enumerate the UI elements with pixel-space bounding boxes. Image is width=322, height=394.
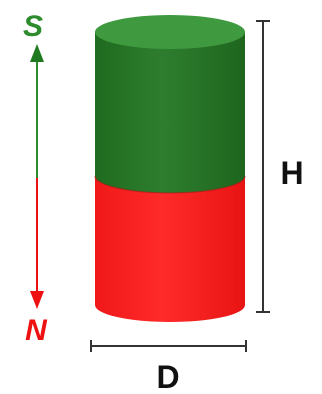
north-pole-segment bbox=[95, 176, 245, 322]
pole-axis-arrow bbox=[30, 44, 44, 309]
diameter-label: D bbox=[156, 359, 179, 394]
cylinder-magnet bbox=[94, 15, 246, 322]
diameter-dimension bbox=[90, 340, 247, 352]
south-arrowhead bbox=[30, 44, 44, 62]
pole-boundary bbox=[94, 175, 246, 194]
north-pole-label: N bbox=[25, 314, 48, 347]
north-arrowhead bbox=[30, 291, 44, 309]
south-pole-label: S bbox=[23, 10, 43, 43]
top-face bbox=[95, 15, 245, 49]
south-pole-segment bbox=[95, 32, 245, 193]
height-dimension bbox=[256, 20, 270, 313]
height-label: H bbox=[280, 155, 303, 191]
